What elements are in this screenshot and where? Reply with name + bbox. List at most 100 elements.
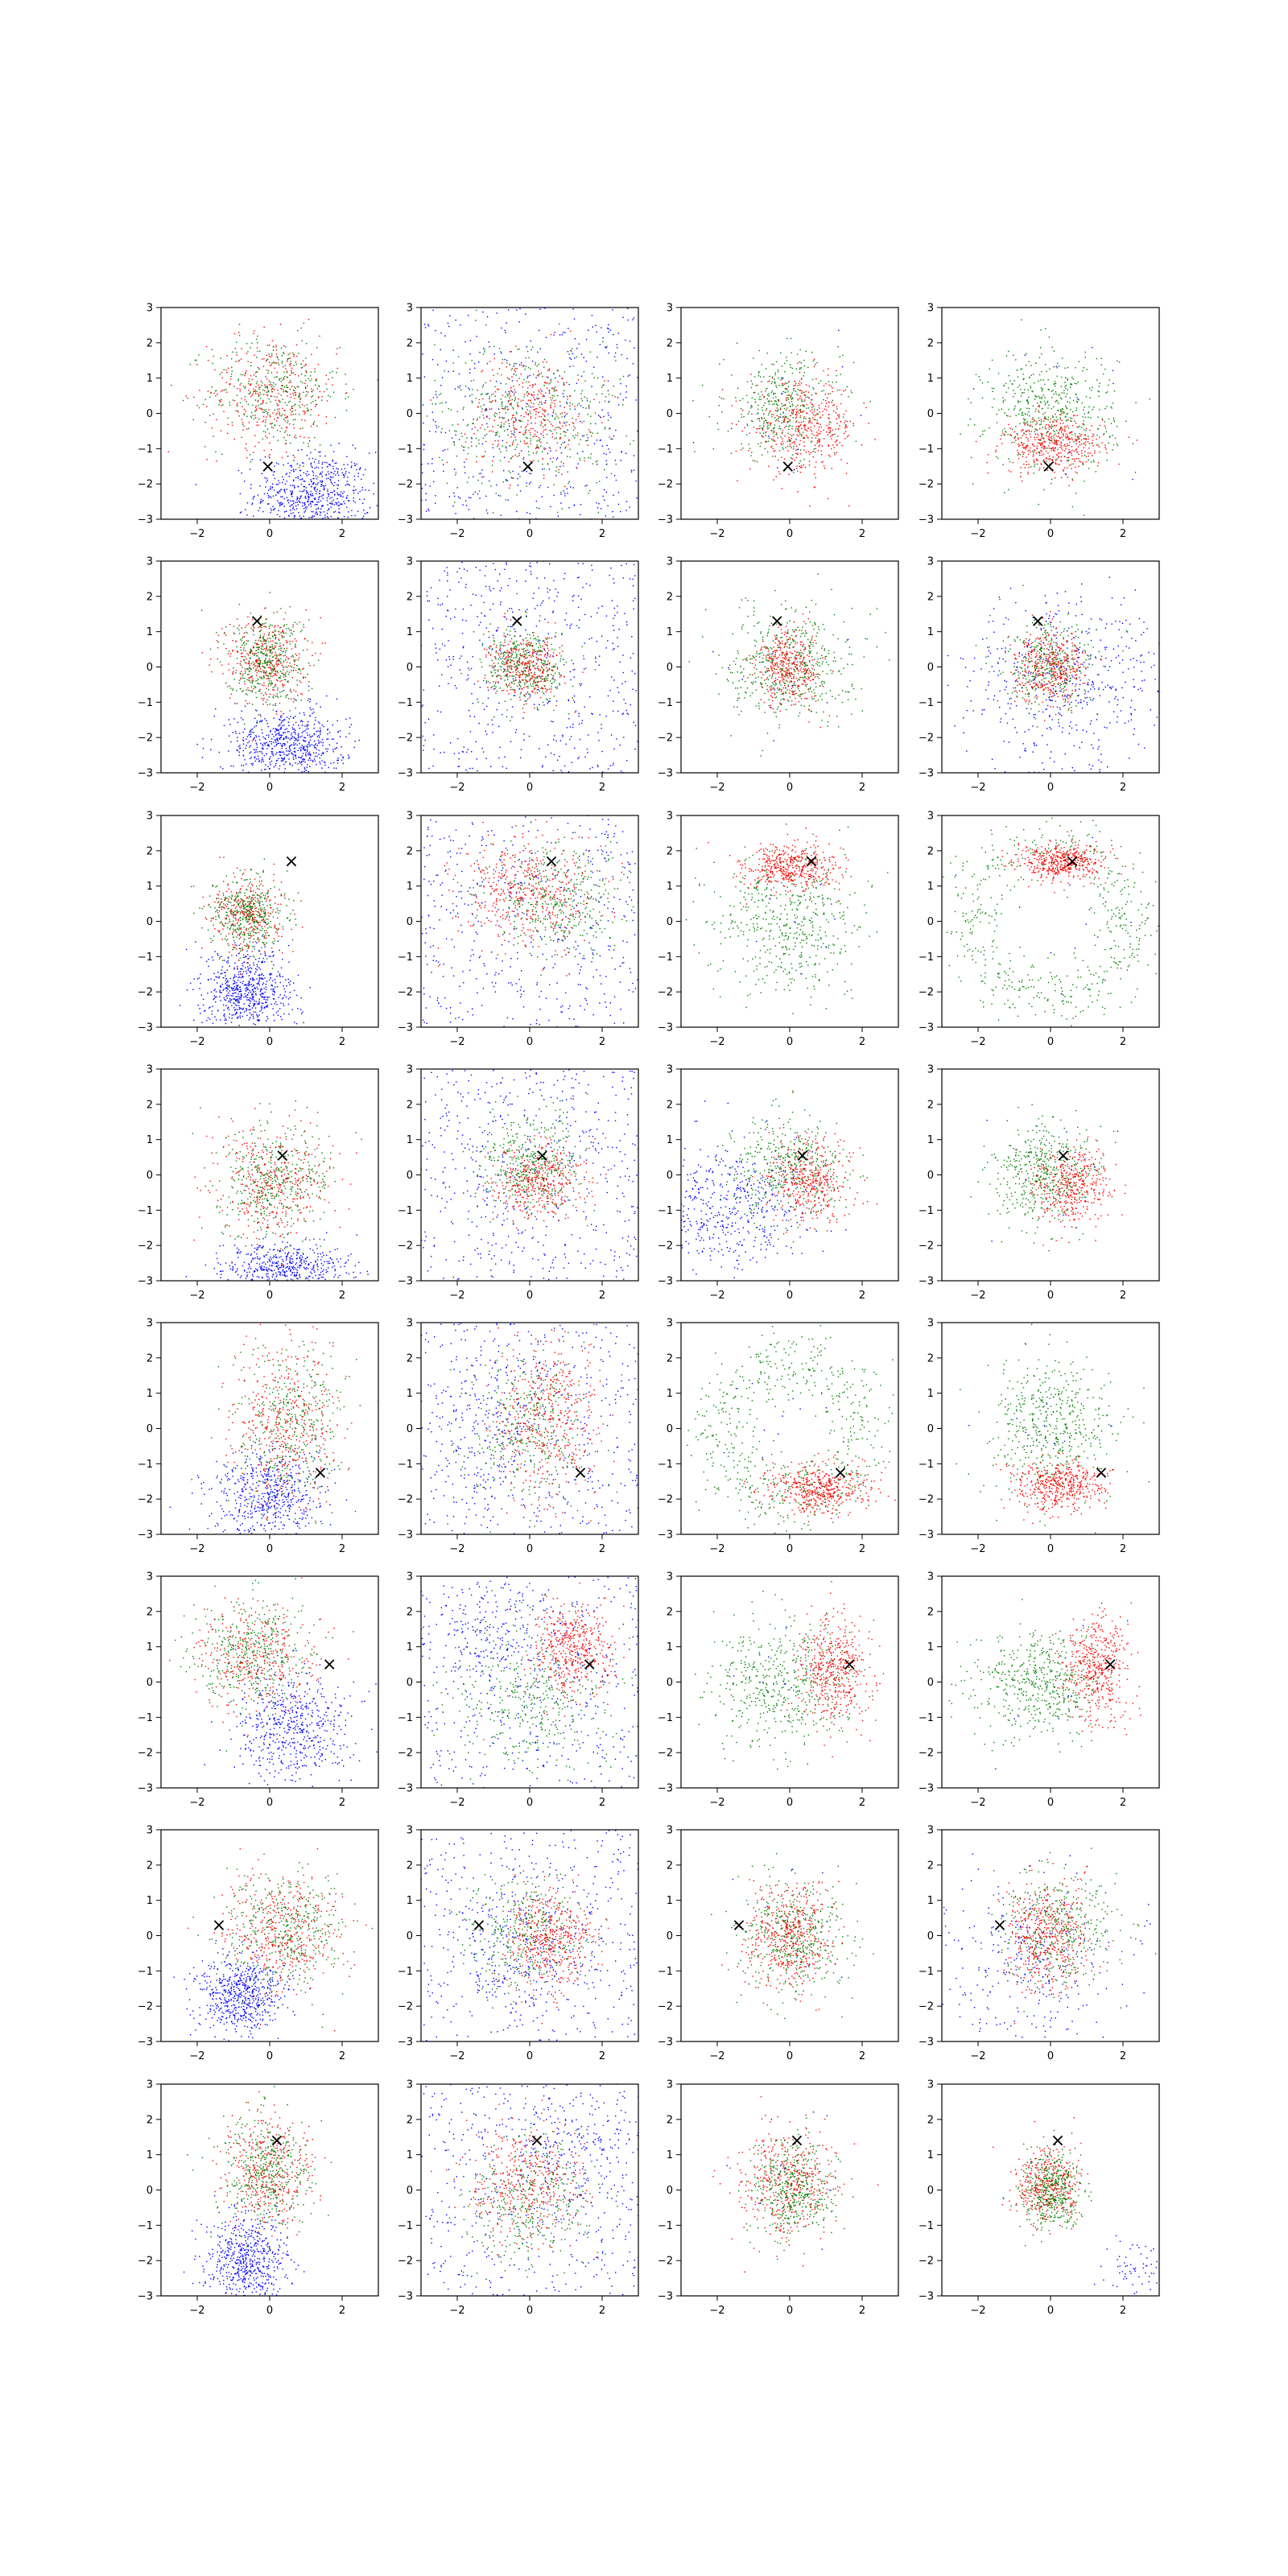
red-point <box>252 393 254 394</box>
blue-point <box>297 449 299 451</box>
red-point <box>813 486 815 489</box>
blue-point <box>299 474 302 477</box>
red-point <box>518 455 520 456</box>
green-point <box>585 440 587 442</box>
red-point <box>735 450 737 452</box>
red-point <box>540 421 542 423</box>
green-point <box>543 385 545 386</box>
red-point <box>250 383 252 385</box>
red-point <box>1022 453 1024 455</box>
green-point <box>306 404 308 406</box>
green-point <box>1090 461 1092 463</box>
blue-point <box>477 493 479 495</box>
blue-point <box>493 353 495 355</box>
green-point <box>256 382 258 385</box>
red-point <box>1027 450 1029 452</box>
green-point <box>263 411 266 413</box>
green-point <box>519 419 521 422</box>
blue-point <box>280 760 283 762</box>
red-point <box>234 348 236 349</box>
blue-point <box>286 737 287 739</box>
green-point <box>758 375 760 377</box>
red-point <box>844 422 845 423</box>
green-point <box>1113 390 1116 392</box>
green-point <box>791 392 793 394</box>
green-point <box>778 427 780 429</box>
red-point <box>572 422 574 423</box>
blue-point <box>276 752 278 753</box>
blue-point <box>326 497 328 499</box>
blue-point <box>376 505 378 506</box>
blue-point <box>471 438 473 440</box>
red-point <box>538 370 539 373</box>
red-point <box>1075 449 1077 451</box>
blue-point <box>242 719 244 720</box>
green-point <box>769 375 770 378</box>
green-point <box>1106 391 1108 393</box>
blue-point <box>338 443 340 444</box>
red-point <box>1084 451 1086 452</box>
blue-point <box>318 460 320 462</box>
red-point <box>552 457 554 459</box>
red-point <box>818 429 819 431</box>
blue-point <box>539 308 541 310</box>
blue-point <box>309 715 311 716</box>
blue-point <box>282 745 283 747</box>
green-point <box>1030 374 1032 376</box>
blue-point <box>272 506 274 507</box>
blue-point <box>350 461 353 463</box>
green-point <box>1067 379 1069 381</box>
blue-point <box>271 751 274 753</box>
blue-point <box>453 495 456 497</box>
green-point <box>782 405 783 407</box>
blue-point <box>300 757 303 758</box>
blue-point <box>303 712 305 714</box>
green-point <box>1075 410 1077 411</box>
x-tick-label: 2 <box>1120 528 1126 540</box>
red-point <box>213 392 215 394</box>
red-point <box>218 399 221 401</box>
green-point <box>737 387 739 389</box>
red-point <box>292 394 295 396</box>
green-point <box>1098 390 1100 393</box>
red-point <box>540 393 542 394</box>
red-point <box>776 407 778 409</box>
blue-point <box>574 338 576 340</box>
red-point <box>807 391 810 393</box>
blue-point <box>354 514 356 517</box>
red-point <box>561 473 563 475</box>
green-point <box>1059 411 1062 412</box>
red-point <box>1092 442 1093 444</box>
red-point <box>493 419 495 421</box>
blue-point <box>353 489 355 492</box>
blue-point <box>293 748 295 749</box>
red-point <box>1043 418 1045 419</box>
blue-point <box>309 739 312 741</box>
blue-point <box>269 741 270 742</box>
red-point <box>526 403 529 405</box>
red-point <box>1048 434 1051 436</box>
red-point <box>1040 463 1042 464</box>
green-point <box>1003 427 1005 430</box>
red-point <box>481 424 483 426</box>
blue-point <box>275 753 277 755</box>
red-point <box>829 427 832 429</box>
green-point <box>1061 392 1063 394</box>
green-point <box>1044 416 1046 418</box>
red-point <box>574 406 576 407</box>
green-point <box>476 445 477 447</box>
green-point <box>470 436 473 439</box>
green-point <box>283 419 285 420</box>
green-point <box>481 482 483 485</box>
green-point <box>633 440 634 442</box>
blue-point <box>603 452 605 455</box>
blue-point <box>306 491 308 493</box>
red-point <box>795 449 797 451</box>
red-point <box>828 444 829 446</box>
blue-point <box>609 329 612 331</box>
axes-frame <box>941 307 1160 520</box>
blue-point <box>293 517 295 518</box>
green-point <box>760 398 762 400</box>
red-point <box>1053 442 1055 444</box>
blue-point <box>482 384 485 386</box>
